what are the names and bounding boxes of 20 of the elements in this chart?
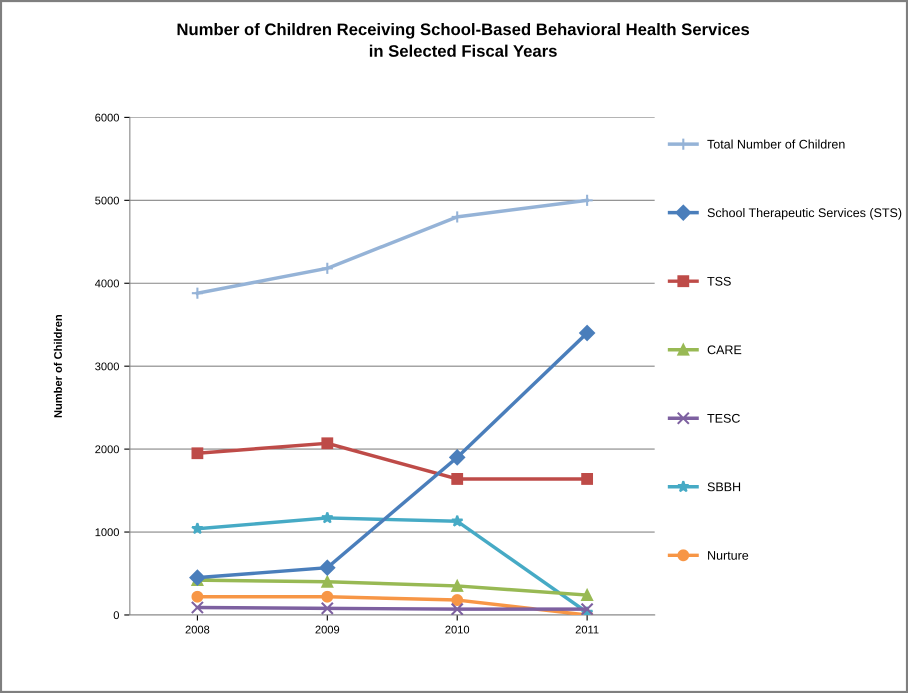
x-tick-label: 2008 — [186, 626, 210, 634]
legend-label: Total Number of Children — [707, 139, 844, 149]
y-tick-label: 6000 — [95, 114, 119, 122]
legend-label: Nurture — [708, 551, 748, 560]
legend-label: TSS — [707, 276, 731, 286]
legend-label: CARE — [708, 345, 742, 354]
x-tick-label: 2011 — [576, 626, 599, 634]
y-tick-label: 5000 — [95, 196, 119, 204]
chart-title: Number of Children Receiving School-Based Behavioral Health Services in Selected Fiscal Years — [178, 22, 750, 57]
legend-label: School Therapeutic Services (STS) — [708, 208, 902, 220]
y-axis-title: Number of Children — [54, 315, 62, 418]
x-tick-label: 2010 — [445, 626, 470, 634]
y-tick-label: 4000 — [94, 280, 119, 288]
y-tick-label: 0 — [114, 611, 119, 620]
y-tick-label: 2000 — [95, 445, 119, 454]
y-tick-label: 3000 — [95, 362, 119, 370]
legend-label: TESC — [707, 414, 740, 423]
legend-label: SBBH — [708, 482, 740, 492]
x-tick-label: 2009 — [316, 626, 340, 634]
y-tick-label: 1000 — [96, 528, 119, 536]
